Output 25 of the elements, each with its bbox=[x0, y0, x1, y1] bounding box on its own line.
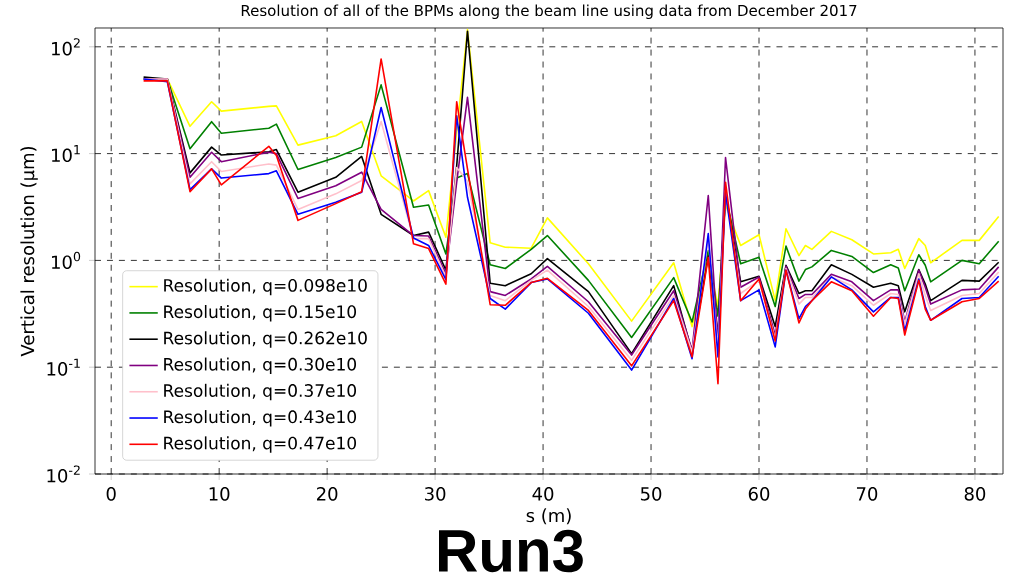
x-tick-label: 10 bbox=[209, 487, 230, 501]
x-tick-label: 30 bbox=[425, 487, 446, 501]
y-tick-label: 10$^{-2}$ bbox=[47, 465, 80, 483]
legend-label: Resolution, q=0.30e10 bbox=[164, 357, 357, 374]
x-tick-label: 80 bbox=[964, 487, 986, 501]
y-axis-title: Vertical resolution (μm) bbox=[20, 146, 38, 357]
x-tick-label: 50 bbox=[640, 487, 662, 501]
legend-label: Resolution, q=0.43e10 bbox=[164, 410, 357, 427]
x-tick-label: 60 bbox=[748, 487, 770, 501]
x-tick-label: 0 bbox=[106, 487, 116, 501]
y-tick-label: 10$^{-1}$ bbox=[47, 358, 80, 376]
y-tick-label: 10$^{1}$ bbox=[52, 145, 80, 163]
x-tick-label: 70 bbox=[856, 487, 878, 501]
legend-label: Resolution, q=0.15e10 bbox=[164, 304, 357, 322]
x-tick-label: 20 bbox=[316, 487, 338, 501]
chart-title: Resolution of all of the BPMs along the beam line using data from December 2017 bbox=[241, 4, 857, 19]
y-tick-label: 10$^{0}$ bbox=[52, 251, 81, 270]
legend-label: Resolution, q=0.37e10 bbox=[164, 383, 357, 401]
legend-label: Resolution, q=0.098e10 bbox=[164, 278, 367, 296]
text: Run3 bbox=[439, 529, 583, 573]
x-axis-title: s (m) bbox=[526, 508, 571, 525]
x-tick-label: 40 bbox=[532, 487, 554, 501]
legend-label: Resolution, q=0.47e10 bbox=[164, 436, 357, 453]
y-tick-label: 10$^{2}$ bbox=[52, 38, 80, 56]
legend-label: Resolution, q=0.262e10 bbox=[164, 331, 367, 348]
